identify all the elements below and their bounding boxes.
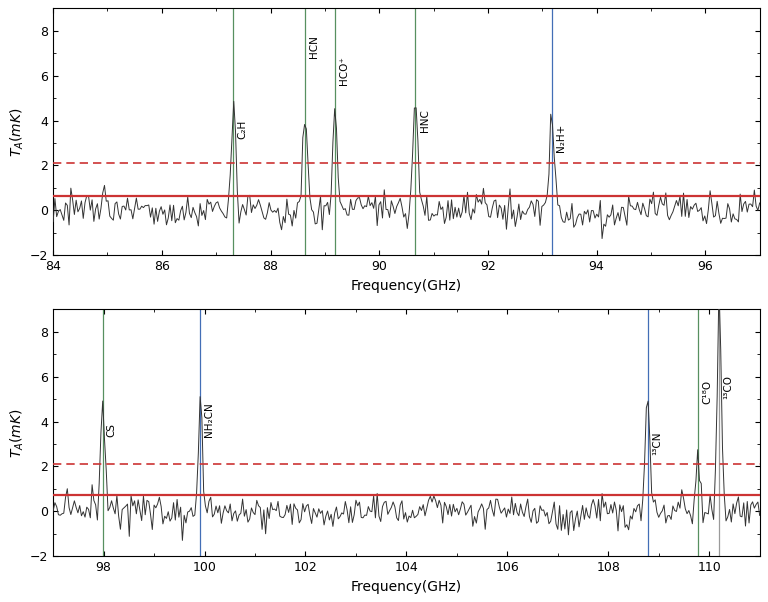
Text: C₂H: C₂H bbox=[238, 119, 248, 138]
Y-axis label: $T_A(mK)$: $T_A(mK)$ bbox=[8, 408, 26, 458]
Text: CS: CS bbox=[107, 423, 117, 437]
X-axis label: Frequency(GHz): Frequency(GHz) bbox=[351, 279, 462, 293]
Text: ¹³CO: ¹³CO bbox=[723, 375, 733, 399]
Text: HCN: HCN bbox=[310, 35, 319, 58]
Y-axis label: $T_A(mK)$: $T_A(mK)$ bbox=[8, 107, 26, 157]
Text: HCO⁺: HCO⁺ bbox=[339, 56, 349, 85]
Text: N₂H+: N₂H+ bbox=[556, 124, 566, 152]
Text: C¹⁸O: C¹⁸O bbox=[702, 379, 712, 403]
Text: HNC: HNC bbox=[419, 109, 429, 132]
Text: ¹³CN: ¹³CN bbox=[652, 432, 662, 455]
X-axis label: Frequency(GHz): Frequency(GHz) bbox=[351, 580, 462, 594]
Text: NH₂CN: NH₂CN bbox=[204, 403, 214, 437]
